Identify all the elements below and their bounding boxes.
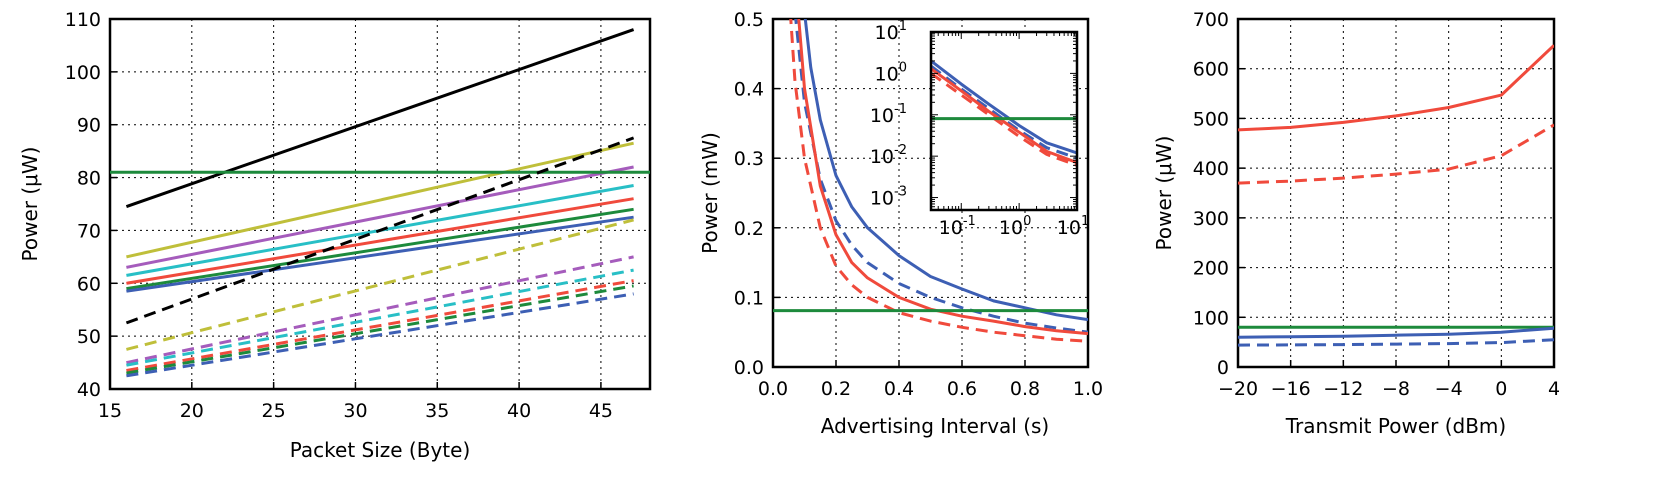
y-tick-label: 200 (1193, 258, 1229, 280)
series-line-4 (126, 197, 634, 285)
y-axis-label: Power (μW) (1152, 136, 1176, 251)
x-tick-label: −4 (1435, 378, 1463, 400)
inset-x-tick-label: 10-1 (939, 214, 976, 239)
series-line-2 (126, 165, 634, 269)
series-line-1 (794, 19, 1088, 334)
series-group (773, 19, 1088, 343)
series-line-0 (803, 19, 1088, 322)
series-line-14 (126, 292, 634, 378)
x-axis-label: Transmit Power (dBm) (1285, 414, 1506, 438)
x-tick-label: 45 (589, 400, 613, 422)
inset-y-tick-label: 101 (875, 19, 907, 44)
x-tick-label: 40 (507, 400, 531, 422)
y-tick-label: 50 (77, 326, 101, 348)
x-tick-label: −16 (1271, 378, 1311, 400)
series-line-12 (126, 279, 634, 372)
inset-x-ticks: 10-1 100 101 (930, 32, 1089, 239)
y-axis-label: Power (μW) (18, 147, 42, 262)
y-tick-label: 90 (77, 115, 101, 137)
y-tick-label: 70 (77, 220, 101, 242)
x-tick-label: 20 (180, 400, 204, 422)
y-tick-label: 600 (1193, 59, 1229, 81)
x-axis-label: Packet Size (Byte) (290, 438, 471, 462)
series-line-4 (1238, 338, 1554, 347)
y-tick-label: 0.1 (734, 287, 764, 309)
y-tick-label: 100 (65, 62, 101, 84)
series-line-0 (125, 28, 635, 209)
x-tick-label: 0.8 (1010, 378, 1040, 400)
x-tick-label: 4 (1548, 378, 1560, 400)
y-tick-label: 500 (1193, 108, 1229, 130)
inset-y-ticks: 101 100 10-1 10-2 10-3 (870, 19, 1077, 211)
x-tick-label: 25 (262, 400, 286, 422)
x-tick-label: 1.0 (1073, 378, 1103, 400)
y-tick-label: 300 (1193, 208, 1229, 230)
series-line-1 (1238, 123, 1554, 185)
series-line-1 (126, 141, 634, 259)
series-line-8 (125, 136, 635, 325)
y-tick-label: 60 (77, 273, 101, 295)
log-log-inset: 10-1 100 101 101 100 10-1 10-2 10-3 (870, 19, 1089, 239)
y-tick-label: 400 (1193, 158, 1229, 180)
y-tick-label: 110 (65, 9, 101, 31)
x-ticks: −20 −16 −12 −8 −4 0 4 (1218, 360, 1560, 400)
series-group (110, 28, 650, 378)
x-tick-label: 0.4 (884, 378, 914, 400)
inset-series-group (931, 59, 1077, 167)
inset-series-line-2 (931, 67, 1077, 165)
x-ticks: 0.0 0.2 0.4 0.6 0.8 1.0 (758, 360, 1103, 400)
x-axis-label: Advertising Interval (s) (821, 414, 1049, 438)
inset-x-tick-label: 100 (999, 214, 1031, 239)
series-line-0 (1238, 44, 1554, 132)
series-line-6 (126, 215, 634, 293)
y-axis-label: Power (mW) (698, 132, 722, 254)
x-tick-label: 0 (1495, 378, 1507, 400)
x-tick-label: −12 (1323, 378, 1363, 400)
inset-y-tick-label: 10-3 (870, 185, 907, 210)
y-tick-label: 0.4 (734, 79, 764, 101)
packet-size-chart: 15 20 25 30 35 40 45 40 50 60 70 80 90 100 110 Packet… (18, 9, 652, 462)
y-tick-label: 80 (77, 168, 101, 190)
x-tick-label: 0.2 (821, 378, 851, 400)
series-group (1238, 44, 1554, 347)
inset-series-line-0 (931, 59, 1077, 155)
y-ticks: 0.0 0.1 0.2 0.3 0.4 0.5 (734, 9, 780, 379)
series-line-5 (126, 207, 634, 291)
series-line-3 (1238, 326, 1554, 339)
y-tick-label: 40 (77, 379, 101, 401)
y-tick-label: 100 (1193, 307, 1229, 329)
advertising-interval-chart: 0.0 0.2 0.4 0.6 0.8 1.0 0.0 0.1 0.2 0.3 0.4 0.5 Ad… (698, 9, 1103, 438)
series-line-10 (126, 255, 634, 365)
series-line-9 (126, 218, 634, 351)
y-ticks: 40 50 60 70 80 90 100 110 (65, 9, 117, 401)
x-tick-label: 30 (343, 400, 367, 422)
series-line-13 (126, 284, 634, 375)
transmit-power-chart: −20 −16 −12 −8 −4 0 4 0 100 200 300 400 500 600 700 T… (1152, 9, 1560, 438)
inset-y-tick-label: 100 (875, 60, 907, 85)
inset-y-tick-label: 10-2 (870, 143, 907, 168)
y-tick-label: 0.2 (734, 218, 764, 240)
plot-frame (108, 17, 652, 391)
plot-frame (771, 17, 1090, 369)
y-tick-label: 0.5 (734, 9, 764, 31)
inset-x-tick-label: 101 (1057, 214, 1089, 239)
x-ticks: 15 20 25 30 35 40 45 (98, 382, 613, 422)
x-tick-label: 0.0 (758, 378, 788, 400)
x-tick-label: 15 (98, 400, 122, 422)
x-tick-label: 0.6 (947, 378, 977, 400)
series-line-11 (126, 268, 634, 367)
y-ticks: 0 100 200 300 400 500 600 700 (1193, 9, 1245, 379)
y-tick-label: 700 (1193, 9, 1229, 31)
y-tick-label: 0.0 (734, 357, 764, 379)
x-tick-label: −8 (1382, 378, 1410, 400)
inset-y-tick-label: 10-1 (870, 102, 907, 127)
gridlines (1238, 19, 1554, 367)
x-tick-label: 35 (425, 400, 449, 422)
y-tick-label: 0.3 (734, 148, 764, 170)
y-tick-label: 0 (1217, 357, 1229, 379)
series-line-3 (789, 19, 1088, 343)
x-tick-label: −20 (1218, 378, 1258, 400)
series-line-2 (797, 19, 1088, 336)
